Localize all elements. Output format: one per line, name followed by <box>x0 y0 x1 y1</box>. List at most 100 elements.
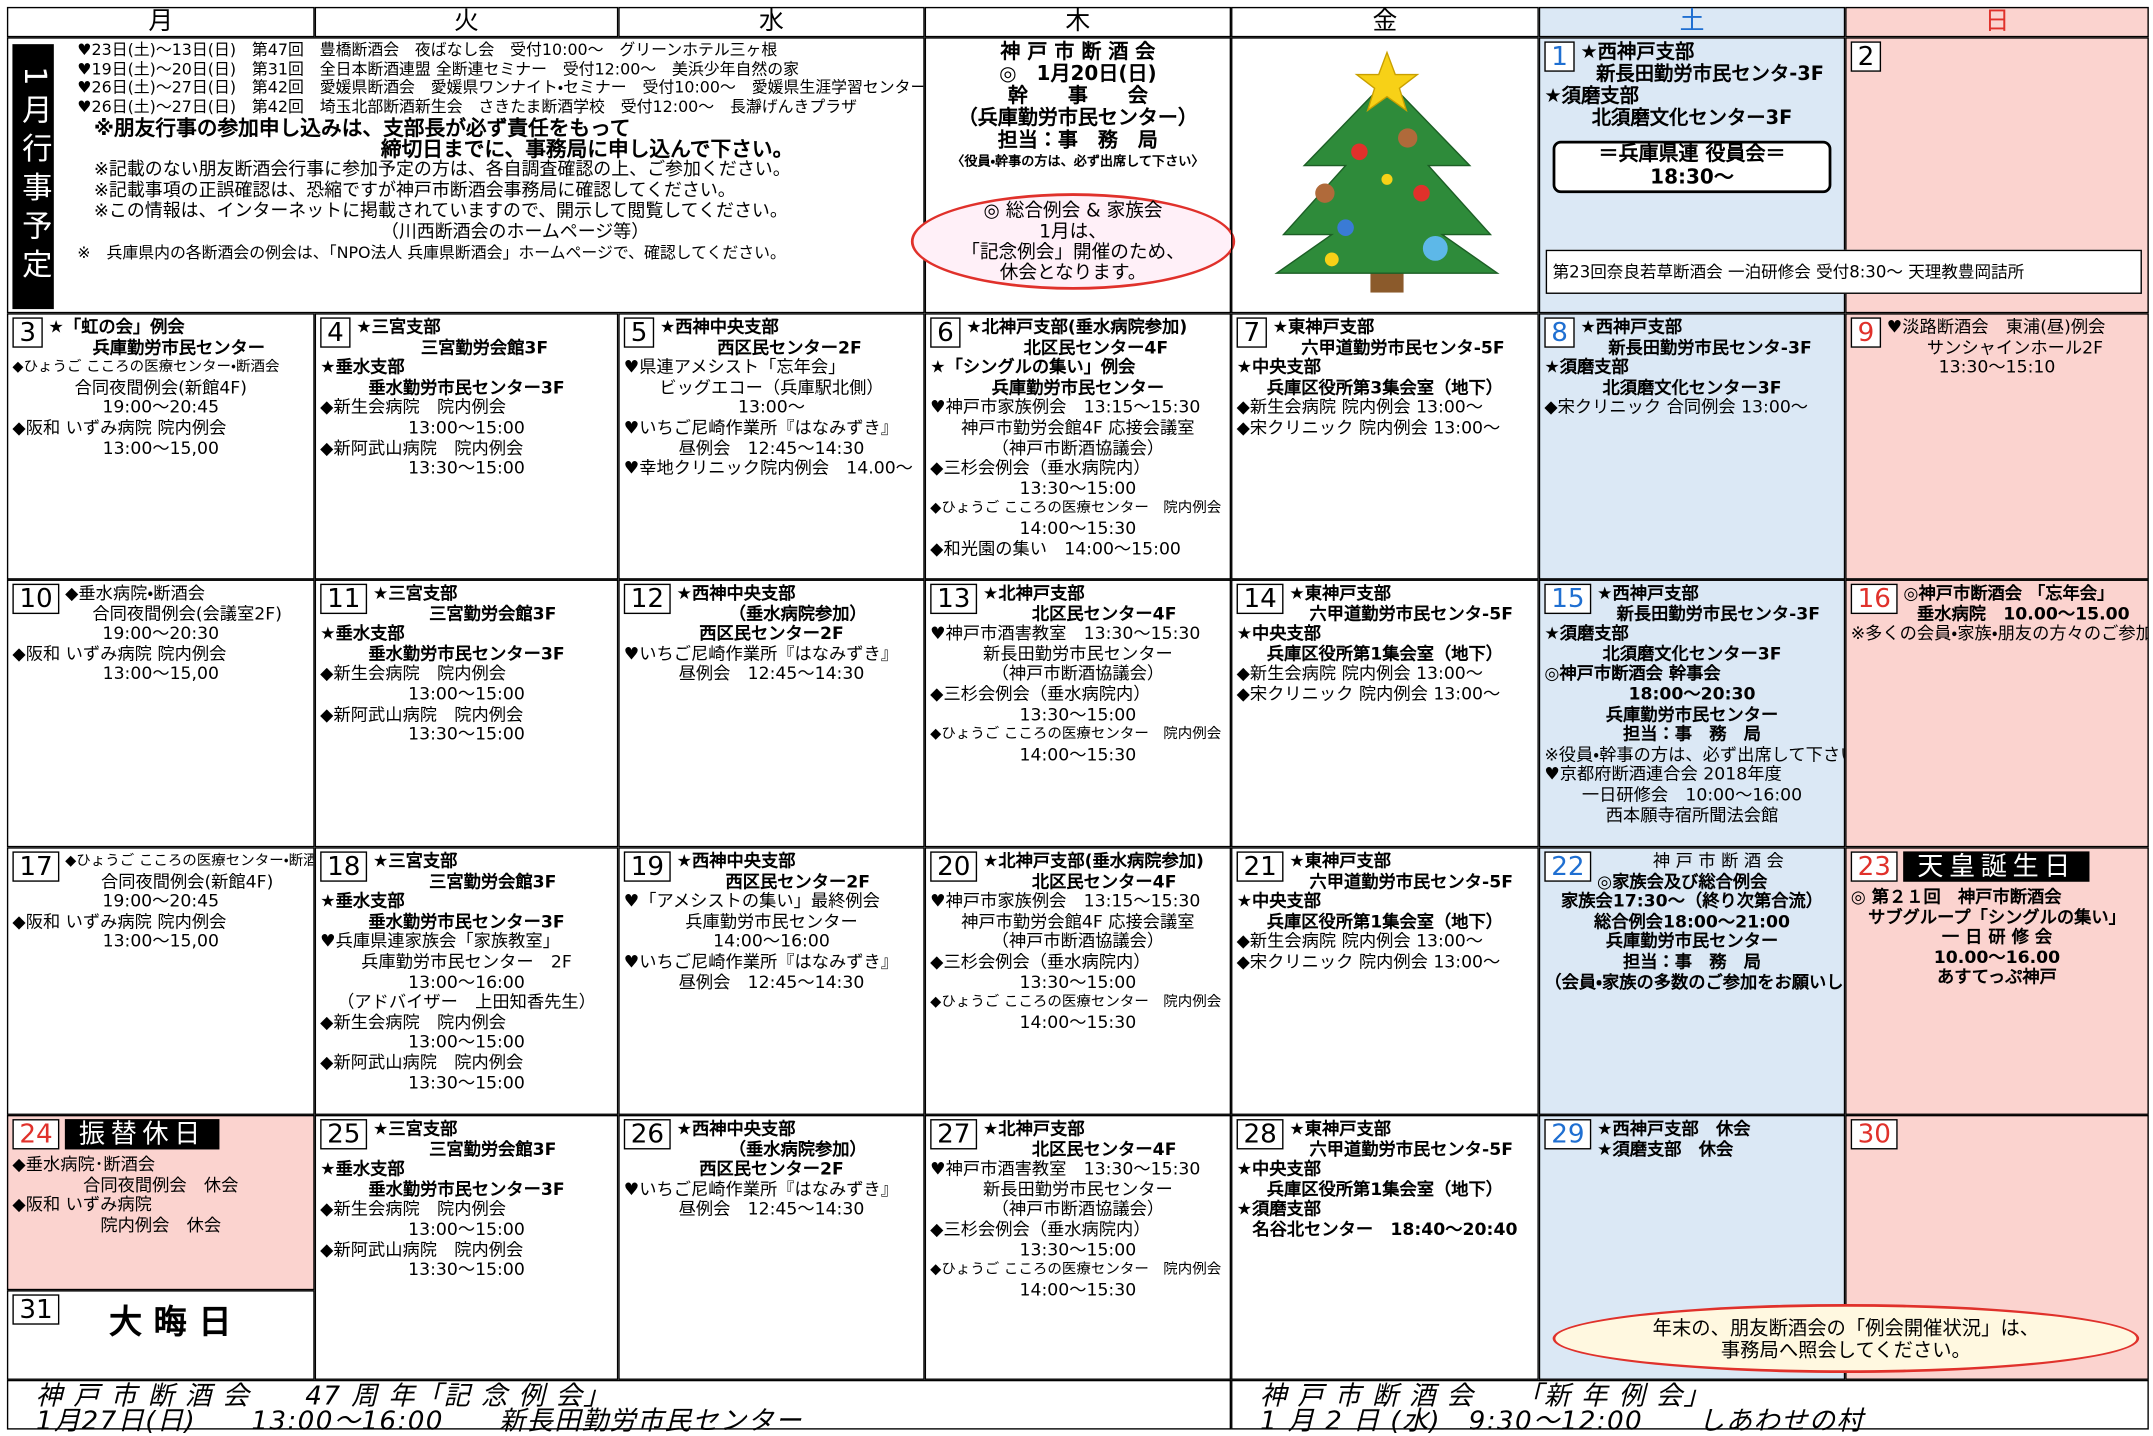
christmas-tree <box>1274 50 1500 293</box>
thursday-meeting: 神 戸 市 断 酒 会 ◎ 1月20日(日) 幹 事 会（兵庫勤労市民センター） 担当… <box>924 37 1232 314</box>
text-line: ♥「アメシストの集い」最終例会 <box>623 890 880 911</box>
text-line: 垂水勤労市民センター3F <box>368 910 565 932</box>
text-line: ★垂水支部 <box>320 890 405 911</box>
text-line: 13:00～15:00 <box>408 1218 525 1240</box>
text-line: 13:30～15:00 <box>1019 970 1137 992</box>
text-line: ♥京都府断酒連合会 2018年度 <box>1544 763 1782 785</box>
day-number: 1 <box>1544 41 1575 72</box>
text-line: ★垂水支部 <box>320 356 405 377</box>
text-line: 垂水勤労市民センター3F <box>368 642 565 664</box>
text-line: ★三宮支部 <box>372 1117 458 1139</box>
weekday-header: 日 <box>1845 6 2149 38</box>
notice-bubble: ◎ 総合例会 & 家族会 1月は、 「記念例会」開催のため、 休会となります。 <box>910 193 1236 290</box>
text-line: ◆ひょうご こころの医療センター・断酒会 <box>12 359 280 376</box>
text-line: サブグループ「シングルの集い」 <box>1868 906 2126 927</box>
weekday-header: 金 <box>1231 6 1539 38</box>
day-cell: 3 ★「虹の会」例会 兵庫勤労市民センター ◆ひょうご こころの医療センター・断酒会合… <box>6 313 315 580</box>
day-number: 12 <box>623 583 671 615</box>
day-cell: 4 ★三宮支部 三宮勤労会館3F ★垂水支部 垂水勤労市民センター3F ◆新生会病院 院内… <box>314 313 619 580</box>
text-line: 兵庫勤労市民センター <box>685 910 858 932</box>
text-line: 北須磨文化センター3F <box>1591 107 1793 130</box>
text-line: ◆新阿武山病院 院内例会 <box>320 1051 524 1073</box>
notice-line: ※朋友行事の参加申し込みは、支部長が必ず責任をもって <box>93 115 631 141</box>
notice-line: 締切日までに、事務局に申し込んで下さい。 <box>380 136 794 162</box>
top-events: ♥23日(土)～13日(日) 第47回 豊橋断酒会 夜ばなし会 受付10:00～… <box>6 37 925 314</box>
text-line: ◆新阿武山病院 院内例会 <box>320 1238 524 1260</box>
text-line: 13:00～15,00 <box>102 930 219 952</box>
text-line: ★西神中央支部 <box>659 315 779 337</box>
text-line: ♥いちご尼崎作業所『はなみずき』 <box>623 950 899 972</box>
text-line: ◆ひょうご こころの医療センター 院内例会 <box>930 499 1222 517</box>
day-number: 10 <box>12 583 60 615</box>
text-line: 兵庫区役所第1集会室（地下） <box>1266 910 1504 932</box>
day-cell: 12 ★西神中央支部 （垂水病院参加） 西区民センター2F ♥いちご尼崎作業所『はなみず… <box>618 579 925 848</box>
text-line: 10.00～16.00 <box>1933 946 2061 968</box>
text-line: ◆和光園の集い 14:00～15:00 <box>930 537 1181 559</box>
tree-cell <box>1231 37 1539 314</box>
text-line: 新長田勤労市民センター <box>982 642 1173 664</box>
text-line: 担当：事 務 局 <box>1622 723 1762 744</box>
text-line: ★北神戸支部(垂水病院参加) <box>982 850 1204 871</box>
nara-event: 第23回奈良若草断酒会 一泊研修会 受付8:30～ 天理教豊岡詰所 <box>1545 249 2142 294</box>
day-cell: 17 ◆ひょうご こころの医療センター・断酒会 合同夜間例会(新館4F) 19:00～… <box>6 847 315 1115</box>
text-line: （会員・家族の多数のご参加をお願いします） <box>1544 970 1844 992</box>
day-number: 31 <box>12 1294 60 1325</box>
day-cell: 27 ★北神戸支部 北区民センター4F ♥神戸市酒害教室 13:30～15:30 新長田… <box>924 1114 1232 1380</box>
text-line: 合同夜間例会 休会 <box>83 1173 239 1195</box>
text-line: 18:30～ <box>1650 166 1734 190</box>
text-line: 昼例会 12:45～14:30 <box>678 970 865 992</box>
text-line: ♥淡路断酒会 東浦(昼)例会 <box>1886 315 2106 337</box>
text-line: 14:00～16:00 <box>713 930 830 952</box>
text-line: ★三宮支部 <box>372 850 458 871</box>
text-line: 新長田勤労市民センター <box>982 1178 1173 1199</box>
text-line: ◆垂水病院･断酒会 <box>12 1153 156 1175</box>
text-line: ※役員・幹事の方は、必ず出席して下さい <box>1544 743 1846 765</box>
text-line: 三宮勤労会館3F <box>420 336 549 357</box>
text-line: ★「虹の会」例会 <box>48 315 185 337</box>
text-line: ♥神戸市家族例会 13:15～15:30 <box>930 396 1201 418</box>
text-line: ◆阪和 いずみ病院 <box>12 1193 152 1215</box>
text-line: 北区民センター4F <box>1031 1137 1177 1159</box>
text-line: ◆新生会病院 院内例会 <box>320 396 506 418</box>
text-line: 六甲道勤労市民センタ-5F <box>1309 602 1514 624</box>
text-line: 休会となります。 <box>999 262 1147 285</box>
text-line: 院内例会 休会 <box>100 1214 222 1235</box>
notice-line: ※記載事項の正誤確認は、恐縮ですが神戸市断酒会事務局に確認してください。 <box>93 180 736 202</box>
notice-box: ※朋友行事の参加申し込みは、支部長が必ず責任をもって 締切日までに、事務局に申し込… <box>77 115 850 264</box>
text-line: （神戸市断酒協議会） <box>991 662 1165 684</box>
text-line: 家族会17:30～（終り次第合流） <box>1561 890 1823 911</box>
text-line: 神戸市勤労会館4F 応接会議室 <box>961 416 1195 438</box>
text-line: ※多くの会員・家族・朋友の方々のご参加をお待ちしています <box>1850 622 2148 644</box>
text-line: 一 日 研 修 会 <box>1941 926 2053 947</box>
text-line: 兵庫区役所第1集会室（地下） <box>1266 1178 1504 1199</box>
weekday-header: 火 <box>314 6 619 38</box>
text-line: 18:00～20:30 <box>1628 683 1756 704</box>
text-line: 新長田勤労市民センタ-3F <box>1608 336 1812 357</box>
text-line: ＝兵庫県連 役員会＝ <box>1598 143 1786 166</box>
text-line: ♥兵庫県連家族会「家族教室」 <box>320 930 560 952</box>
day-cell: 8 ★西神戸支部 新長田勤労市民センタ-3F ★須磨支部 北須磨文化センター3F ◆宋クリ… <box>1538 313 1846 580</box>
text-line: ◆三杉会例会（垂水病院内） <box>930 950 1151 972</box>
text-line: ◆新生会病院 院内例会 13:00～ <box>1236 662 1484 684</box>
text-line: ◆新生会病院 院内例会 <box>320 1198 506 1219</box>
day-cell: 31 大 晦 日 <box>6 1290 315 1380</box>
text-line: ♥いちご尼崎作業所『はなみずき』 <box>623 416 899 438</box>
text-line: 北区民センター4F <box>1023 336 1169 357</box>
text-line: ◆新生会病院 院内例会 13:00～ <box>1236 930 1484 952</box>
text-line: ◆宋クリニック 院内例会 13:00～ <box>1236 416 1501 438</box>
text-line: 13:30～15:00 <box>408 1258 525 1280</box>
text-line: 13:30～15:00 <box>1019 477 1137 498</box>
day-cell: 24 振替休日 ◆垂水病院･断酒会 合同夜間例会 休会 ◆阪和 いずみ病院 院内例会 休会 <box>6 1114 315 1291</box>
text-line: 合同夜間例会(新館4F) <box>74 376 247 398</box>
day-cell: 21 ★東神戸支部 六甲道勤労市民センタ-5F ★中央支部 兵庫区役所第1集会室（地下）… <box>1231 847 1539 1115</box>
text-line: 三宮勤労会館3F <box>429 870 557 891</box>
text-line: ★西神戸支部 <box>1580 315 1683 337</box>
day-number: 21 <box>1236 851 1284 882</box>
day-number: 17 <box>12 851 60 882</box>
day-cell: 7 ★東神戸支部 六甲道勤労市民センタ-5F ★中央支部 兵庫区役所第3集会室（地下） ◆… <box>1231 313 1539 580</box>
text-line: 1月27日(日) 13:00～16:00 新長田勤労市民センター <box>35 1406 803 1436</box>
notice-line: ※ 兵庫県内の各断酒会の例会は、「NPO法人 兵庫県断酒会」ホームページで、確認… <box>77 242 786 263</box>
text-line: 一日研修会 10:00～16:00 <box>1581 783 1803 805</box>
text-line: ◆新生会病院 院内例会 <box>320 662 506 684</box>
